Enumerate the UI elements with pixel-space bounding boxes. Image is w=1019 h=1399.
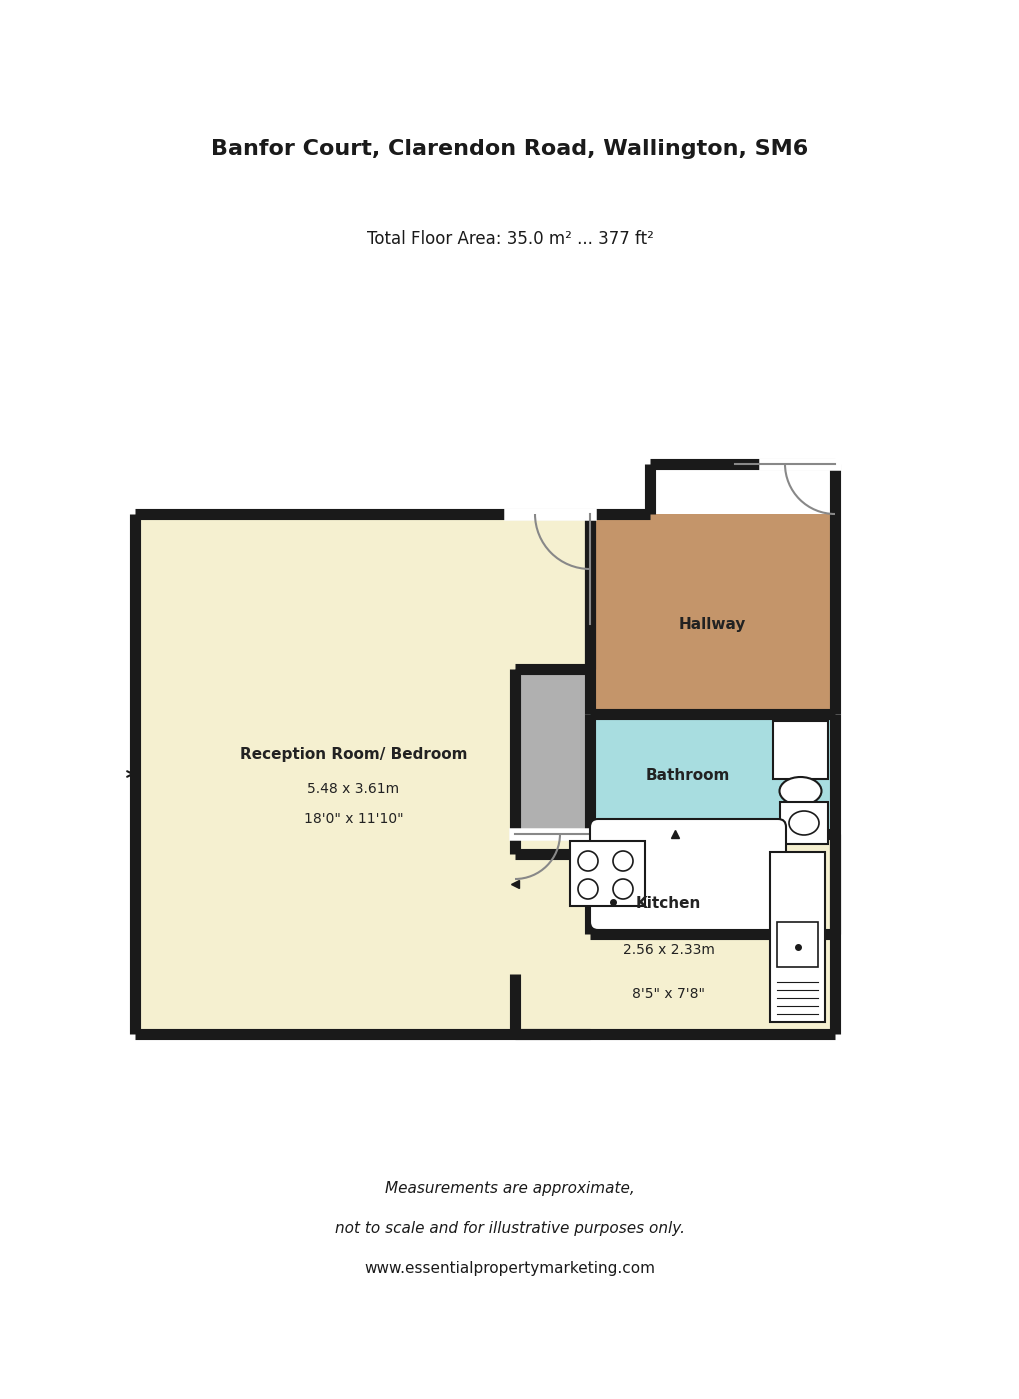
Text: 5.48 x 3.61m: 5.48 x 3.61m [307,782,399,796]
Ellipse shape [789,811,818,835]
FancyBboxPatch shape [589,818,786,930]
Text: Measurements are approximate,: Measurements are approximate, [385,1182,634,1196]
Text: Banfor Court, Clarendon Road, Wallington, SM6: Banfor Court, Clarendon Road, Wallington… [211,139,808,159]
Text: Bathroom: Bathroom [645,768,730,783]
Bar [515,669,589,853]
Bar [780,802,827,844]
Bar [135,513,589,1034]
Text: Reception Room/ Bedroom: Reception Room/ Bedroom [239,747,467,761]
Text: Hallway: Hallway [679,617,746,631]
Bar [570,841,644,907]
Text: 8'5" x 7'8": 8'5" x 7'8" [632,988,704,1002]
Bar [772,720,827,779]
Text: Kitchen: Kitchen [635,897,701,912]
Bar [515,834,835,1034]
Text: www.essentialpropertymarketing.com: www.essentialpropertymarketing.com [364,1262,655,1276]
Bar [589,513,835,713]
Text: not to scale and for illustrative purposes only.: not to scale and for illustrative purpos… [334,1221,685,1237]
Text: 18'0" x 11'10": 18'0" x 11'10" [304,811,403,825]
Bar [589,713,835,935]
Bar [769,852,824,1023]
Text: Total Floor Area: 35.0 m² ... 377 ft²: Total Floor Area: 35.0 m² ... 377 ft² [366,229,653,248]
Bar [776,922,817,967]
Text: 2.56 x 2.33m: 2.56 x 2.33m [622,943,714,957]
Ellipse shape [779,776,820,804]
